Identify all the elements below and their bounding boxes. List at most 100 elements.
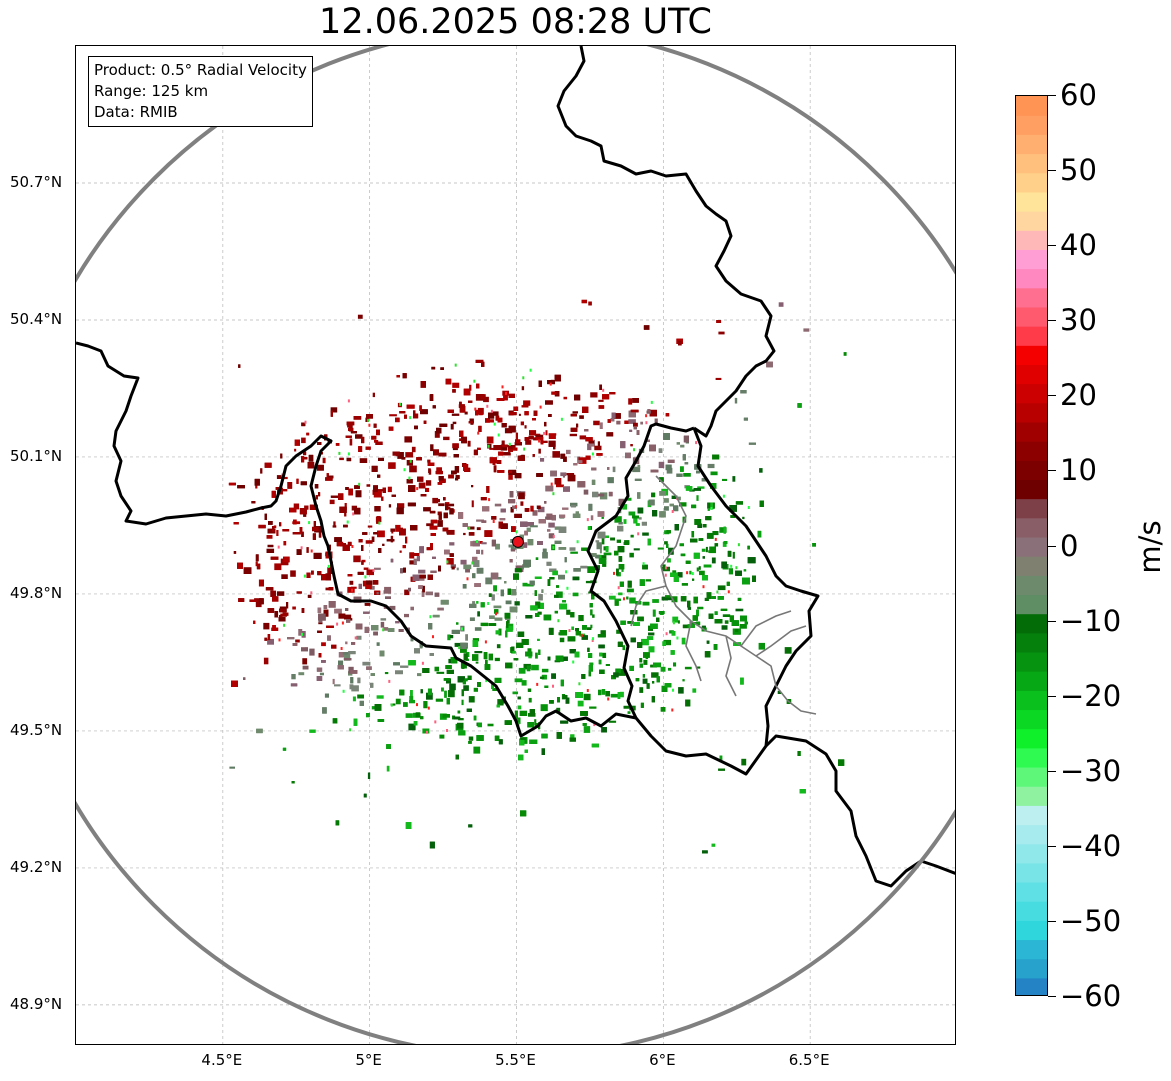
- colorbar-swatch: [1016, 536, 1047, 557]
- colorbar-tick: [1048, 170, 1056, 172]
- colorbar-tick-label: −60: [1060, 979, 1122, 1013]
- colorbar-tick-label: 10: [1060, 453, 1097, 488]
- colorbar-swatch: [1016, 862, 1047, 883]
- colorbar-swatch: [1016, 191, 1047, 212]
- colorbar-swatch: [1016, 690, 1047, 711]
- lon-tick-label: 5°E: [355, 1051, 382, 1069]
- colorbar-unit-label: m/s: [1133, 520, 1167, 574]
- colorbar-swatch: [1016, 632, 1047, 653]
- colorbar-tick-label: −50: [1060, 903, 1122, 938]
- colorbar-swatch: [1016, 421, 1047, 442]
- colorbar-tick-label: −40: [1060, 828, 1122, 863]
- colorbar-tick: [1048, 920, 1056, 922]
- border-belgium-france: [76, 341, 955, 888]
- colorbar-swatch: [1016, 786, 1047, 806]
- colorbar-swatch: [1016, 345, 1047, 365]
- colorbar-swatch: [1016, 728, 1047, 749]
- colorbar-swatch: [1016, 594, 1047, 615]
- colorbar-tick: [1048, 320, 1056, 322]
- velocity-colorbar: [1015, 95, 1048, 996]
- data-source-label: Data: RMIB: [94, 103, 178, 121]
- colorbar-swatch: [1016, 498, 1047, 519]
- colorbar-swatch: [1016, 134, 1047, 155]
- colorbar-tick: [1048, 996, 1056, 997]
- colorbar-swatch: [1016, 824, 1047, 845]
- colorbar-swatch: [1016, 556, 1047, 576]
- colorbar-swatch: [1016, 766, 1047, 787]
- radar-map[interactable]: Product: 0.5° Radial Velocity Range: 125…: [75, 45, 956, 1045]
- colorbar-tick: [1048, 770, 1056, 772]
- colorbar-tick-label: 20: [1060, 378, 1097, 413]
- colorbar-swatch: [1016, 153, 1047, 174]
- range-label: Range: 125 km: [94, 82, 209, 100]
- radar-map-canvas: [76, 46, 955, 1044]
- lat-tick-label: 49.8°N: [10, 583, 63, 602]
- border-luxembourg-west: [586, 422, 695, 719]
- colorbar-swatch: [1016, 249, 1047, 270]
- colorbar-swatch: [1016, 920, 1047, 941]
- colorbar-swatch: [1016, 230, 1047, 250]
- colorbar-tick-label: −30: [1060, 753, 1122, 788]
- colorbar-swatch: [1016, 479, 1047, 500]
- colorbar-tick-label: −20: [1060, 678, 1122, 713]
- colorbar-swatch: [1016, 460, 1047, 480]
- lon-tick-label: 4.5°E: [201, 1051, 243, 1069]
- lat-tick-label: 50.4°N: [10, 309, 63, 328]
- colorbar-swatch: [1016, 306, 1047, 327]
- colorbar-tick-label: 30: [1060, 303, 1097, 338]
- colorbar-tick: [1048, 245, 1056, 247]
- colorbar-swatch: [1016, 881, 1047, 902]
- colorbar-tick: [1048, 470, 1056, 472]
- colorbar-gradient: [1016, 96, 1047, 995]
- colorbar-tick-label: 60: [1060, 78, 1097, 112]
- colorbar-swatch: [1016, 211, 1047, 231]
- border-germany-luxembourg: [692, 427, 820, 747]
- colorbar-swatch: [1016, 115, 1047, 135]
- colorbar-swatch: [1016, 517, 1047, 538]
- colorbar-tick-label: −10: [1060, 603, 1122, 638]
- lat-tick-label: 49.5°N: [10, 720, 63, 739]
- colorbar-swatch: [1016, 96, 1047, 116]
- colorbar-swatch: [1016, 441, 1047, 461]
- colorbar-swatch: [1016, 651, 1047, 672]
- colorbar-swatch: [1016, 613, 1047, 634]
- product-label: Product: 0.5° Radial Velocity: [94, 61, 307, 79]
- colorbar-tick: [1048, 395, 1056, 397]
- colorbar-swatch: [1016, 268, 1047, 289]
- colorbar-swatch: [1016, 575, 1047, 596]
- border-belgium-germany: [556, 46, 776, 438]
- lon-tick-label: 5.5°E: [495, 1051, 536, 1069]
- lat-tick-label: 48.9°N: [10, 994, 63, 1013]
- colorbar-swatch: [1016, 383, 1047, 404]
- colorbar-swatch: [1016, 287, 1047, 308]
- colorbar-swatch: [1016, 805, 1047, 826]
- colorbar-swatch: [1016, 747, 1047, 768]
- colorbar-tick: [1048, 695, 1056, 697]
- lat-tick-label: 50.7°N: [10, 172, 63, 191]
- colorbar-tick: [1048, 620, 1056, 622]
- colorbar-swatch: [1016, 939, 1047, 960]
- colorbar-swatch: [1016, 977, 1047, 995]
- lat-tick-label: 49.2°N: [10, 857, 63, 876]
- velocity-echoes: [228, 299, 847, 854]
- colorbar-tick: [1048, 545, 1056, 547]
- colorbar-tick: [1048, 845, 1056, 847]
- radar-location-marker: [511, 535, 524, 548]
- colorbar-swatch: [1016, 172, 1047, 193]
- country-borders: [76, 46, 955, 888]
- colorbar-swatch: [1016, 843, 1047, 864]
- colorbar-swatch: [1016, 402, 1047, 423]
- colorbar-tick-label: 40: [1060, 228, 1097, 263]
- colorbar-swatch: [1016, 364, 1047, 385]
- colorbar-tick: [1048, 95, 1056, 96]
- colorbar-tick-label: 50: [1060, 153, 1097, 188]
- regional-borders-luxembourg: [630, 475, 817, 715]
- colorbar-swatch: [1016, 901, 1047, 921]
- colorbar-swatch: [1016, 709, 1047, 730]
- product-info-box: Product: 0.5° Radial Velocity Range: 125…: [88, 56, 313, 127]
- lon-tick-label: 6.5°E: [788, 1051, 830, 1069]
- lat-tick-label: 50.1°N: [10, 446, 63, 465]
- lon-tick-label: 6°E: [649, 1051, 676, 1069]
- colorbar-swatch: [1016, 958, 1047, 979]
- colorbar-swatch: [1016, 326, 1047, 346]
